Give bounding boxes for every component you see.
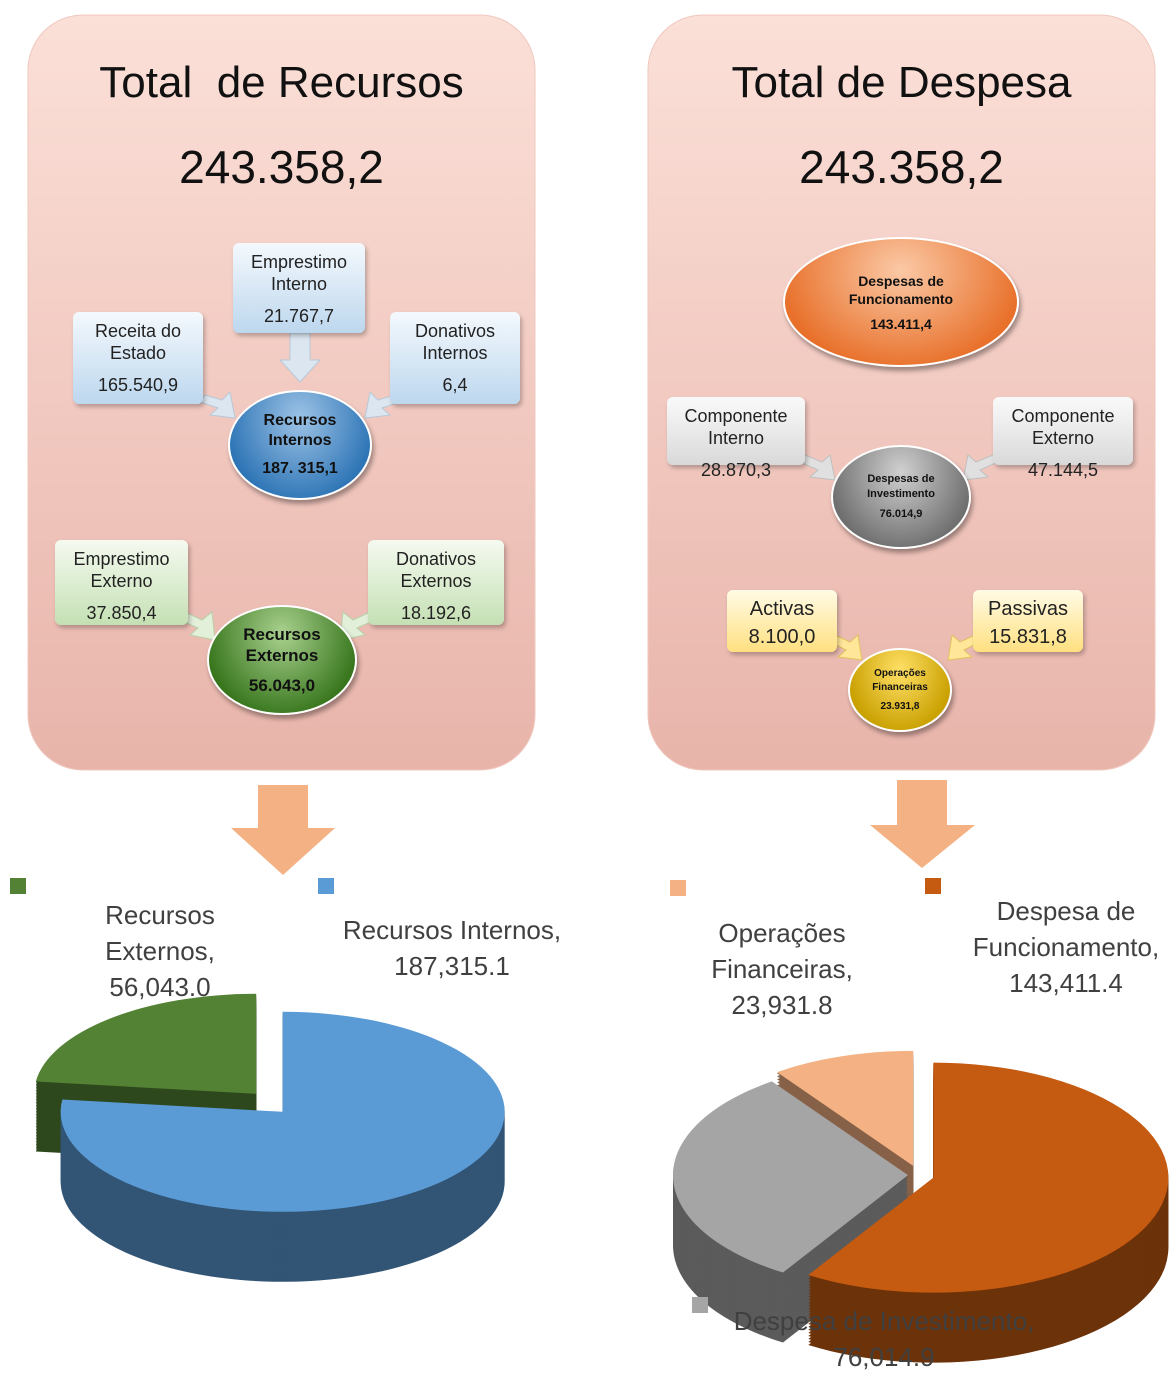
- hub: Despesas de Investimento 76.014,9: [831, 445, 971, 549]
- value-label: 76,014.9: [833, 1342, 935, 1372]
- hub-label: Despesas de: [858, 272, 944, 289]
- hub-value: 56.043,0: [248, 675, 316, 695]
- data-label: Despesa de Funcionamento, 143,411.4: [956, 893, 1176, 1001]
- node-value: 21.767,7: [263, 306, 335, 326]
- panel-total: 243.358,2: [28, 140, 535, 194]
- category-label: Despesa de Investimento,: [733, 1306, 1035, 1336]
- small-arrows: [179, 611, 376, 641]
- node-label: Receita do: [94, 321, 182, 341]
- data-label: Despesa de Investimento, 76,014.9: [724, 1303, 1044, 1375]
- pie-slice: [776, 1050, 914, 1166]
- node-box: Donativos Externos 18.192,6: [368, 540, 504, 625]
- panel-total: 243.358,2: [648, 140, 1155, 194]
- hub-label: Internos: [268, 432, 332, 449]
- hub-label: Financeiras: [872, 681, 928, 693]
- hub-label: Funcionamento: [848, 290, 954, 307]
- node-label: Activas: [749, 598, 815, 620]
- value-label: 23,931.8: [731, 990, 833, 1020]
- hub-label: Investimento: [867, 487, 935, 500]
- node-label: Internos: [422, 343, 488, 363]
- node-box: Componente Externo 47.144,5: [993, 397, 1133, 480]
- category-label: Operações Financeiras,: [711, 918, 853, 984]
- category-label: Recursos Externos,: [105, 900, 215, 966]
- node-label: Interno: [270, 274, 328, 294]
- hub-value: 23.931,8: [880, 700, 920, 712]
- hub-value: 76.014,9: [879, 508, 923, 521]
- small-arrows: [829, 634, 981, 661]
- arrows: [231, 780, 975, 875]
- legend-swatch: [10, 878, 26, 894]
- node-value: 28.870,3: [700, 460, 772, 480]
- node-value: 18.192,6: [400, 603, 472, 623]
- node-label: Externo: [90, 571, 153, 591]
- value-label: 143,411.4: [1009, 968, 1123, 998]
- panel-title: Total de Recursos: [28, 58, 535, 108]
- hub: Recursos Externos 56.043,0: [207, 605, 357, 715]
- value-label: 56,043.0: [109, 972, 211, 1002]
- node-value: 37.850,4: [86, 603, 157, 623]
- hub-label: Operações: [874, 667, 926, 679]
- node-value: 8.100,0: [748, 626, 816, 648]
- hub-label: Despesas de: [867, 472, 935, 485]
- node-value: 6,4: [442, 375, 468, 395]
- panel-title-text: Total de Recursos: [99, 58, 464, 107]
- panel-total-text: 243.358,2: [799, 141, 1004, 193]
- legend-swatch: [670, 880, 686, 896]
- node-label: Donativos: [395, 549, 477, 569]
- hub-value: 187. 315,1: [262, 460, 338, 477]
- hub: Operações Financeiras 23.931,8: [848, 648, 952, 732]
- hub: Recursos Internos 187. 315,1: [228, 390, 372, 500]
- hub-label: Externos: [245, 646, 319, 666]
- hub: Despesas de Funcionamento 143.411,4: [783, 237, 1019, 367]
- node-box: Emprestimo Externo 37.850,4: [55, 540, 188, 625]
- hub-label: Recursos: [243, 625, 321, 645]
- node-label: Interno: [707, 428, 765, 448]
- node-value: 165.540,9: [97, 375, 179, 395]
- node-box: Emprestimo Interno 21.767,7: [233, 243, 365, 333]
- legend-swatch: [692, 1297, 708, 1313]
- node-label: Externos: [400, 571, 472, 591]
- panel: [647, 14, 1156, 771]
- data-label: Operações Financeiras, 23,931.8: [682, 915, 882, 1023]
- legend-swatch: [925, 878, 941, 894]
- pie-slice: [673, 1081, 909, 1273]
- hub-value: 143.411,4: [870, 315, 932, 332]
- pie-slice: [808, 1062, 1169, 1293]
- pie-slice: [60, 1011, 505, 1212]
- node-value: 15.831,8: [989, 626, 1067, 648]
- node-box: Componente Interno 28.870,3: [667, 397, 805, 480]
- node-box: Activas 8.100,0: [727, 590, 837, 652]
- node-box: Passivas 15.831,8: [973, 590, 1083, 652]
- node-label: Emprestimo: [250, 252, 348, 272]
- node-label: Componente: [684, 406, 788, 426]
- value-label: 187,315.1: [394, 951, 510, 981]
- node-label: Passivas: [987, 598, 1069, 620]
- category-label: Despesa de Funcionamento,: [972, 896, 1160, 962]
- node-box: Donativos Internos 6,4: [390, 312, 520, 404]
- node-box: Receita do Estado 165.540,9: [73, 312, 203, 404]
- category-label: Recursos Internos,: [342, 915, 562, 945]
- node-label: Donativos: [414, 321, 496, 341]
- legend-swatch: [318, 878, 334, 894]
- hub-label: Recursos: [263, 412, 337, 429]
- pie-slice: [35, 993, 257, 1094]
- panel-total-text: 243.358,2: [179, 141, 384, 193]
- panel-title-text: Total de Despesa: [731, 58, 1072, 107]
- panel-title: Total de Despesa: [648, 58, 1155, 108]
- node-label: Componente: [1011, 406, 1115, 426]
- node-label: Emprestimo: [73, 549, 170, 569]
- data-label: Recursos Externos, 56,043.0: [60, 897, 260, 1005]
- node-label: Estado: [109, 343, 167, 363]
- node-value: 47.144,5: [1027, 460, 1099, 480]
- node-label: Externo: [1031, 428, 1095, 448]
- data-label: Recursos Internos, 187,315.1: [342, 912, 562, 984]
